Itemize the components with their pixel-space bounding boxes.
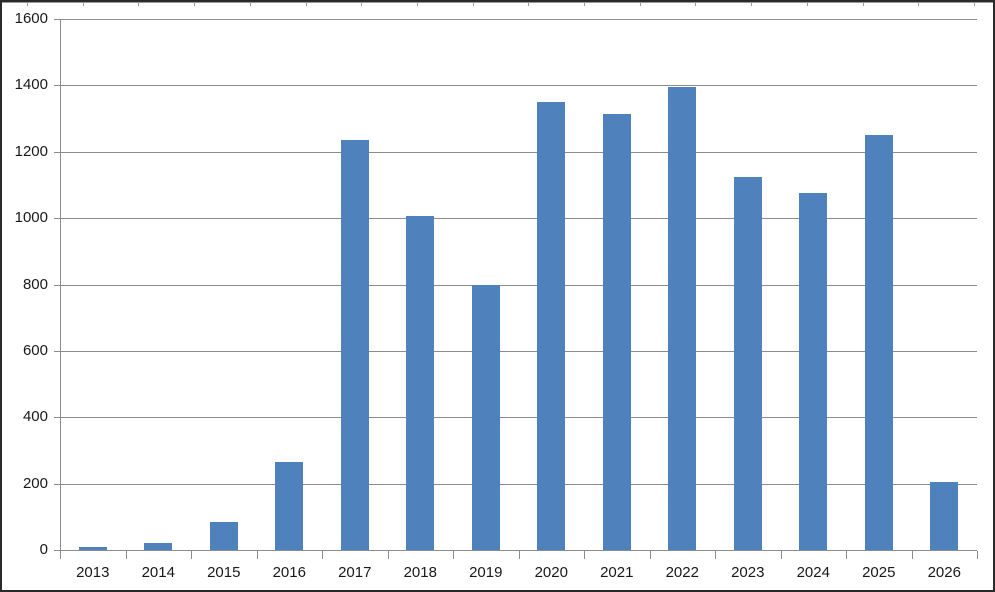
x-axis-label: 2025 <box>862 564 896 581</box>
y-axis-tick-label: 400 <box>22 408 48 426</box>
bar-2023 <box>733 176 762 550</box>
x-axis-label: 2020 <box>534 564 568 581</box>
y-axis-tick-label: 200 <box>22 474 48 492</box>
spreadsheet-column-tick <box>27 2 28 6</box>
x-axis-tick <box>191 551 192 559</box>
x-axis-tick <box>911 551 913 559</box>
y-axis-tick-label: 0 <box>39 541 48 558</box>
gridline-800 <box>60 284 977 286</box>
spreadsheet-column-tick <box>249 2 251 6</box>
y-axis-tick <box>54 350 60 352</box>
x-axis-tick <box>584 551 585 559</box>
spreadsheet-column-tick <box>639 2 641 6</box>
spreadsheet-column-tick <box>472 2 474 6</box>
spreadsheet-column-tick <box>973 2 975 6</box>
spreadsheet-column-tick <box>862 2 864 6</box>
x-axis-label: 2019 <box>469 564 503 581</box>
x-axis-label: 2016 <box>272 564 306 581</box>
x-axis-tick <box>256 551 258 559</box>
gridline-1400 <box>60 85 977 87</box>
spreadsheet-column-tick <box>806 2 808 6</box>
y-axis-tick <box>54 284 60 286</box>
y-axis-tick <box>54 85 60 87</box>
y-axis-tick-label: 1600 <box>14 10 48 27</box>
bar-2022 <box>668 87 697 550</box>
spreadsheet-column-tick <box>416 2 418 6</box>
gridline-200 <box>60 483 977 485</box>
y-axis-line <box>60 19 61 551</box>
gridline-0 <box>60 550 977 551</box>
x-axis-label: 2021 <box>600 564 634 581</box>
x-axis-tick <box>125 551 127 559</box>
x-axis-tick <box>322 551 323 559</box>
x-axis-tick <box>649 551 651 559</box>
x-axis-tick <box>715 551 716 559</box>
y-axis-tick-label: 1400 <box>14 76 48 94</box>
bar-2025 <box>864 135 893 550</box>
y-axis-tick-label: 1000 <box>14 209 48 227</box>
y-axis-tick <box>54 218 60 220</box>
gridline-400 <box>60 417 977 419</box>
bar-2013 <box>78 546 107 550</box>
x-axis-label: 2024 <box>796 564 830 581</box>
y-axis-tick-label: 600 <box>22 341 48 359</box>
y-axis-tick <box>54 550 60 551</box>
spreadsheet-column-tick <box>194 2 196 6</box>
x-axis-tick <box>977 551 978 559</box>
x-axis-label: 2013 <box>76 564 110 581</box>
x-axis-tick <box>846 551 847 559</box>
x-axis-label: 2018 <box>403 564 437 581</box>
spreadsheet-column-tick <box>82 2 84 6</box>
x-axis-label: 2014 <box>141 564 175 581</box>
bar-2014 <box>144 543 173 550</box>
bar-2026 <box>930 481 959 550</box>
spreadsheet-column-tick <box>751 2 753 6</box>
x-axis-label: 2015 <box>207 564 241 581</box>
spreadsheet-column-tick <box>918 2 920 6</box>
bar-2017 <box>340 140 369 550</box>
y-axis-tick-label: 1200 <box>14 142 48 160</box>
spreadsheet-column-tick <box>695 2 697 6</box>
spreadsheet-column-tick <box>361 2 363 6</box>
x-axis-tick <box>453 551 454 559</box>
y-axis-tick <box>54 417 60 419</box>
bar-2016 <box>275 462 304 550</box>
gridline-1200 <box>60 151 977 153</box>
y-axis-tick <box>54 483 60 485</box>
spreadsheet-column-tick <box>584 2 585 6</box>
y-axis-tick <box>54 151 60 153</box>
bar-2019 <box>471 284 500 550</box>
x-axis-label: 2017 <box>338 564 372 581</box>
y-axis-tick-label: 800 <box>22 275 48 293</box>
x-axis-tick <box>387 551 389 559</box>
y-axis-tick <box>54 19 60 20</box>
spreadsheet-column-tick <box>305 2 307 6</box>
bar-2024 <box>799 193 828 550</box>
bar-2021 <box>602 113 631 550</box>
spreadsheet-column-edge-line <box>2 2 993 3</box>
x-axis-label: 2026 <box>927 564 961 581</box>
x-axis-tick <box>60 551 61 559</box>
bar-2020 <box>537 101 566 550</box>
x-axis-label: 2022 <box>665 564 699 581</box>
x-axis-label: 2023 <box>731 564 765 581</box>
gridline-1600 <box>60 19 977 20</box>
gridline-600 <box>60 350 977 352</box>
x-axis-tick <box>780 551 782 559</box>
spreadsheet-column-tick <box>528 2 530 6</box>
x-axis-tick <box>518 551 520 559</box>
spreadsheet-column-tick <box>138 2 140 6</box>
bar-2018 <box>406 216 435 550</box>
gridline-1000 <box>60 218 977 220</box>
bar-2015 <box>209 521 238 550</box>
